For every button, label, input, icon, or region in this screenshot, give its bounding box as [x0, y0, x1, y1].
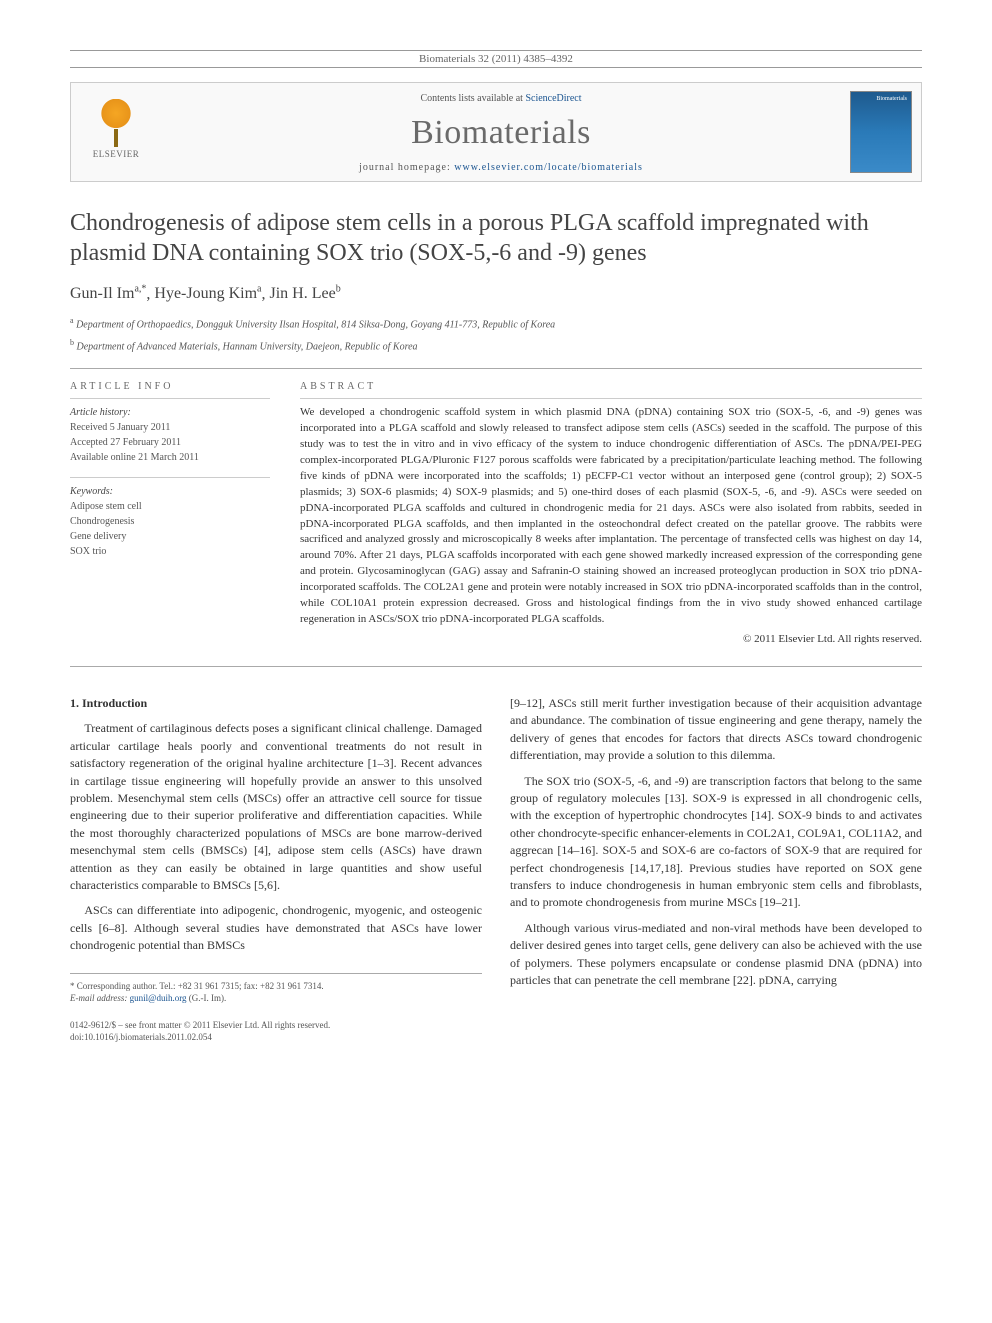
contents-prefix: Contents lists available at: [420, 93, 525, 104]
elsevier-logo: ELSEVIER: [87, 99, 145, 165]
email-line: E-mail address: gunil@duih.org (G.-I. Im…: [70, 992, 482, 1005]
history-received: Received 5 January 2011: [70, 420, 270, 435]
section-heading: 1. Introduction: [70, 695, 482, 712]
article-info-label: ARTICLE INFO: [70, 381, 270, 392]
body-paragraph: The SOX trio (SOX-5, -6, and -9) are tra…: [510, 773, 922, 912]
body-column-left: 1. Introduction Treatment of cartilagino…: [70, 695, 482, 1044]
divider: [70, 368, 922, 369]
affiliation: a Department of Orthopaedics, Dongguk Un…: [70, 315, 922, 332]
corresponding-author-line: * Corresponding author. Tel.: +82 31 961…: [70, 980, 482, 993]
keyword: Chondrogenesis: [70, 514, 270, 529]
body-paragraph: Although various virus-mediated and non-…: [510, 920, 922, 990]
author: Hye-Joung Kima: [154, 285, 261, 302]
keyword: Gene delivery: [70, 529, 270, 544]
sciencedirect-link[interactable]: ScienceDirect: [525, 93, 581, 104]
cover-thumbnail-block: Biomaterials: [841, 83, 921, 181]
corresponding-footer: * Corresponding author. Tel.: +82 31 961…: [70, 973, 482, 1005]
homepage-prefix: journal homepage:: [359, 162, 454, 173]
contents-available-line: Contents lists available at ScienceDirec…: [161, 93, 841, 104]
corresponding-email-link[interactable]: gunil@duih.org: [130, 993, 187, 1003]
keywords-block: Keywords: Adipose stem cell Chondrogenes…: [70, 484, 270, 559]
journal-homepage-link[interactable]: www.elsevier.com/locate/biomaterials: [454, 162, 643, 173]
history-heading: Article history:: [70, 405, 270, 420]
keyword: SOX trio: [70, 544, 270, 559]
homepage-line: journal homepage: www.elsevier.com/locat…: [161, 162, 841, 173]
issn-line: 0142-9612/$ – see front matter © 2011 El…: [70, 1019, 482, 1032]
doi-line: doi:10.1016/j.biomaterials.2011.02.054: [70, 1031, 482, 1044]
article-info-column: ARTICLE INFO Article history: Received 5…: [70, 381, 270, 648]
issn-doi-footer: 0142-9612/$ – see front matter © 2011 El…: [70, 1019, 482, 1044]
divider: [70, 477, 270, 478]
divider: [300, 398, 922, 399]
copyright-line: © 2011 Elsevier Ltd. All rights reserved…: [300, 632, 922, 648]
masthead: ELSEVIER Contents lists available at Sci…: [70, 82, 922, 182]
body-paragraph: Treatment of cartilaginous defects poses…: [70, 720, 482, 894]
divider: [70, 666, 922, 667]
article-history: Article history: Received 5 January 2011…: [70, 405, 270, 465]
article-title: Chondrogenesis of adipose stem cells in …: [70, 208, 922, 268]
body-column-right: [9–12], ASCs still merit further investi…: [510, 695, 922, 1044]
author-list: Gun-Il Ima,*, Hye-Joung Kima, Jin H. Lee…: [70, 284, 922, 303]
publisher-name: ELSEVIER: [93, 149, 140, 159]
body-paragraph: ASCs can differentiate into adipogenic, …: [70, 902, 482, 954]
cover-label: Biomaterials: [876, 96, 907, 102]
abstract-text: We developed a chondrogenic scaffold sys…: [300, 405, 922, 648]
author: Jin H. Leeb: [270, 285, 341, 302]
abstract-column: ABSTRACT We developed a chondrogenic sca…: [300, 381, 922, 648]
author: Gun-Il Ima,*: [70, 285, 146, 302]
divider: [70, 398, 270, 399]
journal-cover-icon: Biomaterials: [850, 91, 912, 173]
keywords-heading: Keywords:: [70, 484, 270, 499]
history-accepted: Accepted 27 February 2011: [70, 435, 270, 450]
body-paragraph: [9–12], ASCs still merit further investi…: [510, 695, 922, 765]
history-online: Available online 21 March 2011: [70, 450, 270, 465]
affiliation: b Department of Advanced Materials, Hann…: [70, 337, 922, 354]
journal-name: Biomaterials: [161, 114, 841, 152]
running-header: Biomaterials 32 (2011) 4385–4392: [70, 50, 922, 68]
publisher-logo-block: ELSEVIER: [71, 83, 161, 181]
abstract-label: ABSTRACT: [300, 381, 922, 392]
body-two-column: 1. Introduction Treatment of cartilagino…: [70, 695, 922, 1044]
keyword: Adipose stem cell: [70, 499, 270, 514]
elsevier-tree-icon: [92, 99, 140, 147]
